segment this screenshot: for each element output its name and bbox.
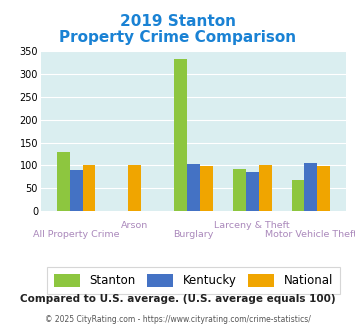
Bar (57, 152, 70, 211)
Bar (174, 59, 187, 211)
Bar (259, 165, 272, 211)
Bar (305, 163, 317, 211)
Bar (128, 165, 141, 211)
Legend: Stanton, Kentucky, National: Stanton, Kentucky, National (47, 267, 340, 294)
Bar (317, 166, 330, 211)
Bar (200, 166, 213, 211)
Text: All Property Crime: All Property Crime (33, 230, 119, 239)
Text: 2019 Stanton: 2019 Stanton (120, 14, 235, 29)
Bar (233, 169, 246, 211)
Bar (70, 170, 82, 211)
Text: Larceny & Theft: Larceny & Theft (214, 221, 290, 230)
Text: Motor Vehicle Theft: Motor Vehicle Theft (265, 230, 355, 239)
Bar (291, 180, 305, 211)
Text: Arson: Arson (121, 221, 148, 230)
Bar (246, 172, 259, 211)
Text: Property Crime Comparison: Property Crime Comparison (59, 30, 296, 46)
Text: Burglary: Burglary (173, 230, 214, 239)
Bar (82, 165, 95, 211)
Text: Compared to U.S. average. (U.S. average equals 100): Compared to U.S. average. (U.S. average … (20, 294, 335, 304)
Bar (187, 164, 200, 211)
Text: © 2025 CityRating.com - https://www.cityrating.com/crime-statistics/: © 2025 CityRating.com - https://www.city… (45, 315, 310, 324)
